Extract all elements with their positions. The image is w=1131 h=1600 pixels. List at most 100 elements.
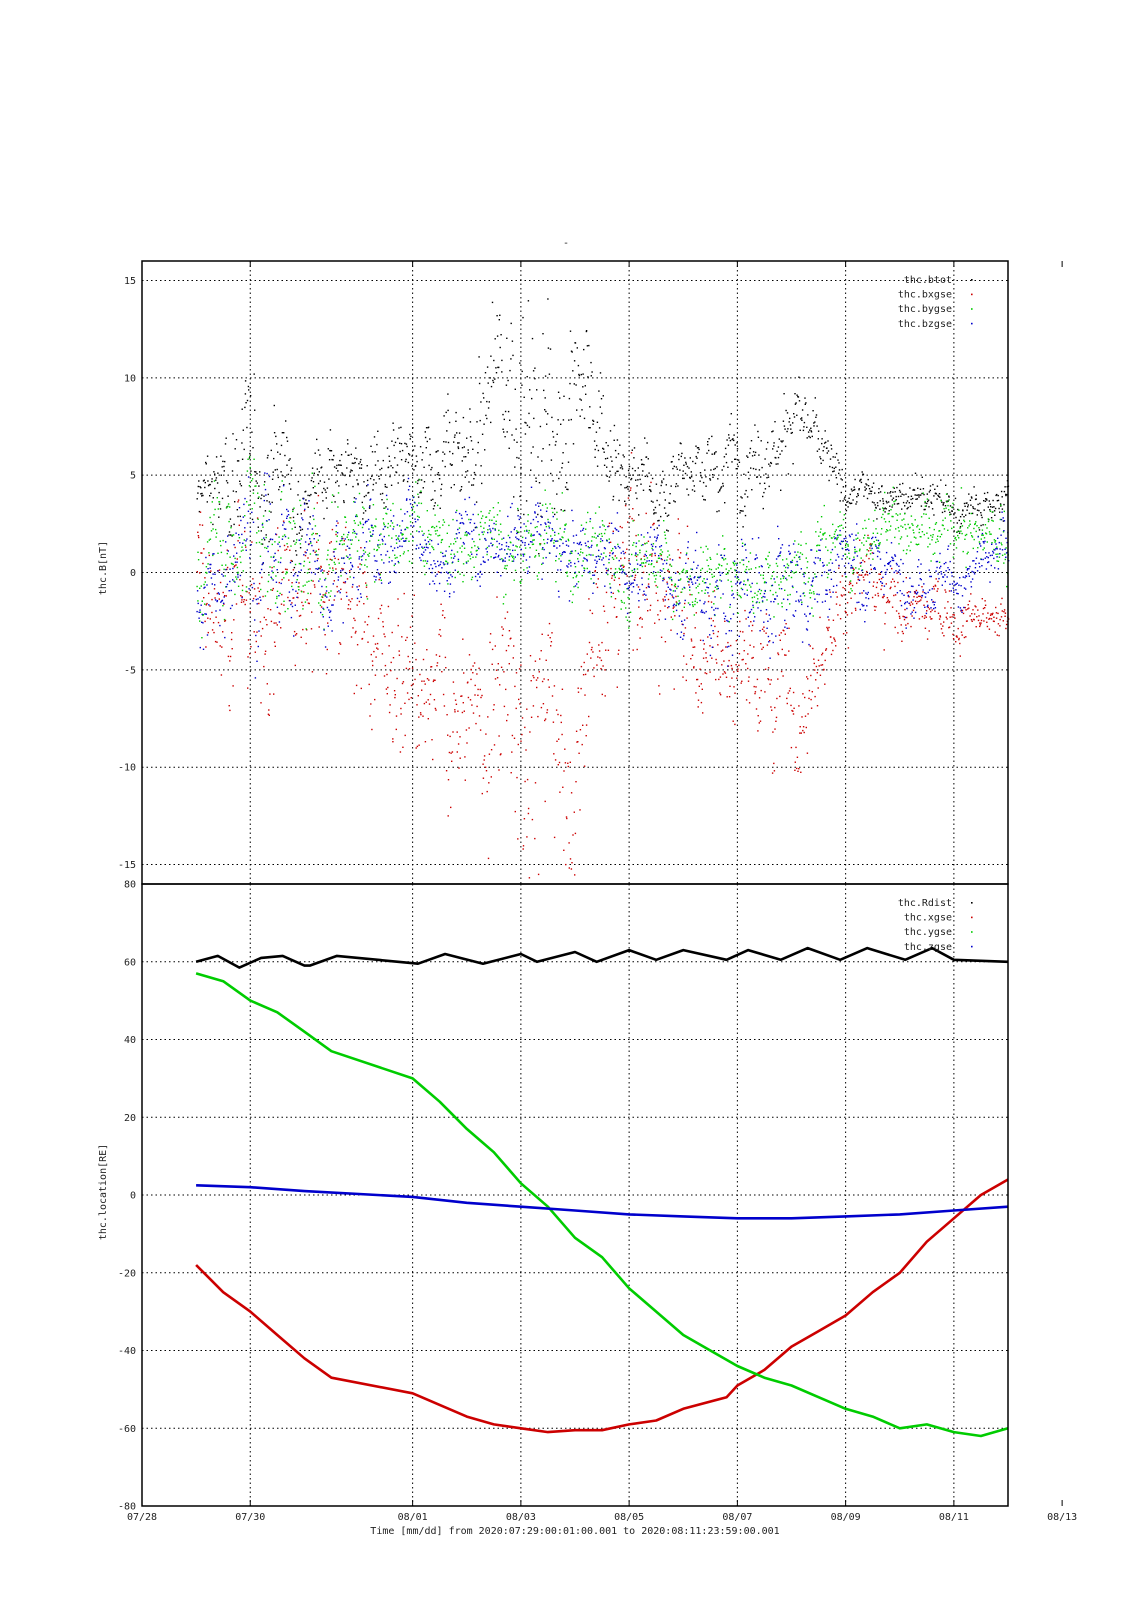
data-point xyxy=(549,348,552,350)
data-point xyxy=(892,578,894,580)
data-point xyxy=(964,534,967,537)
data-point xyxy=(204,481,206,484)
data-point xyxy=(443,415,445,417)
data-point xyxy=(201,600,203,602)
data-point xyxy=(212,497,214,499)
data-point xyxy=(574,562,576,565)
data-point xyxy=(245,586,248,588)
data-point xyxy=(246,426,248,429)
data-point xyxy=(745,618,747,620)
data-point xyxy=(828,619,830,621)
data-point xyxy=(241,533,243,536)
data-point xyxy=(555,540,557,542)
data-point xyxy=(647,532,649,534)
data-point xyxy=(278,541,280,543)
data-point xyxy=(809,429,811,431)
data-point xyxy=(270,449,272,452)
data-point xyxy=(931,609,933,611)
data-point xyxy=(900,536,903,538)
data-point xyxy=(856,496,858,498)
data-point xyxy=(442,555,444,558)
data-point xyxy=(858,488,860,490)
data-point xyxy=(206,455,209,457)
data-point xyxy=(890,586,892,589)
data-point xyxy=(707,548,709,550)
data-point xyxy=(425,701,427,703)
data-point xyxy=(685,570,687,572)
data-point xyxy=(441,483,443,486)
data-point xyxy=(685,663,688,665)
data-point xyxy=(566,482,568,484)
data-point xyxy=(799,429,801,431)
data-point xyxy=(733,439,735,442)
data-point xyxy=(920,536,922,538)
data-point xyxy=(426,562,428,565)
data-point xyxy=(445,550,447,552)
data-point xyxy=(512,556,514,559)
data-point xyxy=(771,709,773,711)
data-point xyxy=(630,478,632,481)
data-point xyxy=(400,529,402,531)
data-point xyxy=(254,485,256,487)
data-point xyxy=(658,519,660,522)
data-point xyxy=(464,779,466,781)
data-point xyxy=(897,514,899,516)
data-point xyxy=(368,528,370,530)
data-point xyxy=(317,494,320,497)
data-point xyxy=(765,473,767,475)
data-point xyxy=(330,541,332,543)
data-point xyxy=(832,470,834,473)
data-point xyxy=(710,568,713,571)
data-point xyxy=(531,397,533,400)
data-point xyxy=(566,488,568,490)
data-point xyxy=(468,727,470,729)
data-point xyxy=(598,650,601,652)
data-point xyxy=(660,553,663,556)
data-point xyxy=(556,511,558,514)
data-point xyxy=(545,532,548,534)
data-point xyxy=(619,547,621,549)
data-point xyxy=(1001,610,1003,612)
data-point xyxy=(823,668,825,671)
data-point xyxy=(383,675,386,677)
data-point xyxy=(912,529,914,531)
data-point xyxy=(928,630,930,632)
data-point xyxy=(457,446,459,448)
data-point xyxy=(545,510,548,512)
data-point xyxy=(363,603,365,605)
data-point xyxy=(397,546,399,549)
data-point xyxy=(942,625,944,627)
data-point xyxy=(407,461,410,464)
data-point xyxy=(813,662,815,665)
data-point xyxy=(402,746,404,748)
data-point xyxy=(328,564,330,566)
data-point xyxy=(258,630,260,632)
data-point xyxy=(747,471,750,473)
data-point xyxy=(389,571,391,573)
data-point xyxy=(413,525,415,527)
data-point xyxy=(296,592,299,594)
data-point xyxy=(534,782,537,784)
data-point xyxy=(267,550,269,553)
data-point xyxy=(835,466,837,468)
data-point xyxy=(265,536,267,539)
data-point xyxy=(625,583,627,585)
data-point xyxy=(577,741,579,743)
data-point xyxy=(341,473,344,475)
data-point xyxy=(302,608,304,610)
data-point xyxy=(352,529,355,531)
data-point xyxy=(286,508,288,511)
data-point xyxy=(209,563,211,566)
data-point xyxy=(588,553,590,556)
data-point xyxy=(682,470,684,472)
data-point xyxy=(863,579,865,581)
data-point xyxy=(477,688,479,691)
data-point xyxy=(537,521,539,523)
data-point xyxy=(226,583,229,586)
data-point xyxy=(341,567,343,570)
data-point xyxy=(922,591,924,593)
data-point xyxy=(254,619,256,621)
data-point xyxy=(864,519,866,522)
data-point xyxy=(807,678,809,680)
data-point xyxy=(445,667,447,669)
